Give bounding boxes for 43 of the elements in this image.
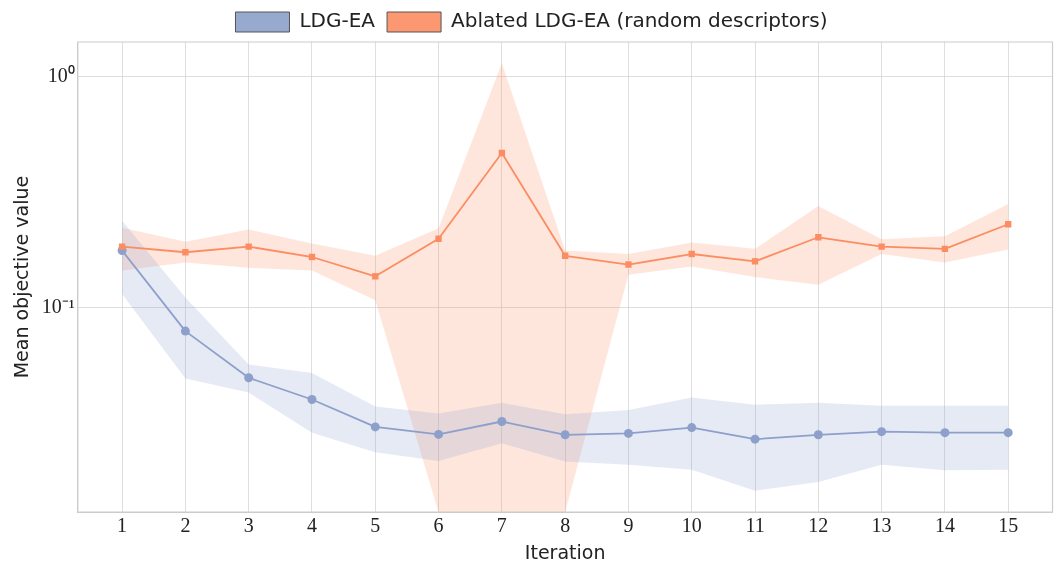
- point: [877, 427, 887, 437]
- x-tick-label: 1: [117, 514, 128, 537]
- point: [244, 373, 254, 383]
- point: [435, 235, 442, 242]
- point: [751, 258, 759, 265]
- x-tick-label: 15: [998, 514, 1019, 537]
- x-tick-label: 14: [934, 514, 955, 537]
- point: [813, 430, 823, 440]
- point: [497, 417, 507, 427]
- x-tick-label: 5: [370, 514, 381, 537]
- x-tick-label: 10: [681, 514, 702, 537]
- x-tick-label: 6: [433, 514, 444, 537]
- point: [245, 243, 252, 250]
- y-axis-title: Mean objective value: [10, 175, 33, 379]
- point: [625, 261, 632, 268]
- legend-label: Ablated LDG-EA (random descriptors): [451, 8, 828, 33]
- point: [370, 422, 380, 432]
- point: [940, 428, 950, 438]
- x-tick-label: 2: [180, 514, 191, 537]
- x-tick-label: 13: [871, 514, 892, 537]
- point: [815, 234, 822, 241]
- point: [1003, 428, 1013, 438]
- y-tick-label: 10⁰: [47, 63, 75, 86]
- x-tick-label: 4: [306, 514, 317, 537]
- point: [560, 430, 570, 440]
- legend-label: LDG-EA: [299, 8, 376, 33]
- x-tick-label: 11: [745, 514, 765, 537]
- x-tick-label: 9: [623, 514, 634, 537]
- point: [434, 429, 444, 439]
- point: [623, 428, 633, 438]
- point: [878, 243, 885, 250]
- x-axis-title: Iteration: [524, 540, 606, 563]
- x-tick-label: 7: [496, 514, 507, 537]
- point: [118, 243, 126, 250]
- x-tick-label: 12: [808, 514, 829, 537]
- point: [182, 249, 189, 256]
- point: [180, 326, 190, 336]
- x-tick-label: 3: [243, 514, 254, 537]
- point: [687, 423, 697, 433]
- point: [307, 395, 317, 405]
- x-tick-label: 8: [560, 514, 571, 537]
- y-tick-label: 10⁻¹: [41, 295, 75, 318]
- point: [750, 434, 760, 444]
